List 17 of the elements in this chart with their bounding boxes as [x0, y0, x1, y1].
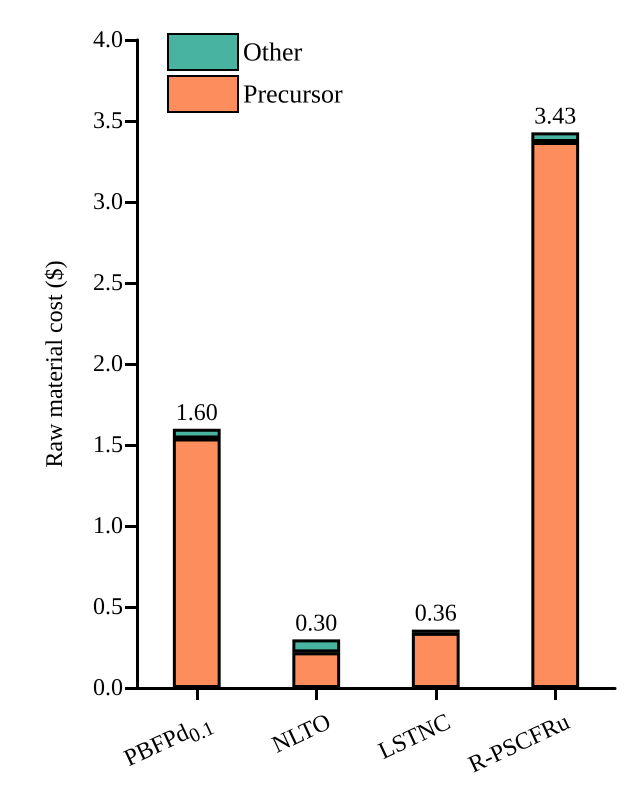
- y-tick-label: 1.5: [93, 432, 123, 458]
- y-axis-title: Raw material cost ($): [42, 260, 68, 468]
- legend-label: Other: [243, 38, 303, 66]
- total-label: 0.36: [414, 600, 457, 627]
- y-tick-label: 1.0: [93, 513, 123, 539]
- y-tick-label: 4.0: [93, 27, 123, 53]
- total-label: 0.30: [295, 610, 338, 636]
- y-tick-label: 2.0: [93, 351, 123, 377]
- y-tick-label: 0.5: [93, 594, 123, 620]
- total-label: 3.43: [534, 103, 576, 130]
- y-tick-label: 3.0: [93, 189, 123, 215]
- total-label: 1.60: [176, 400, 218, 426]
- y-tick-label: 3.5: [93, 108, 123, 134]
- y-tick-label: 0.0: [93, 675, 123, 701]
- x-tick-label: NLTO: [268, 709, 336, 759]
- y-tick-label: 2.5: [93, 270, 123, 296]
- legend-label: Precursor: [243, 80, 343, 108]
